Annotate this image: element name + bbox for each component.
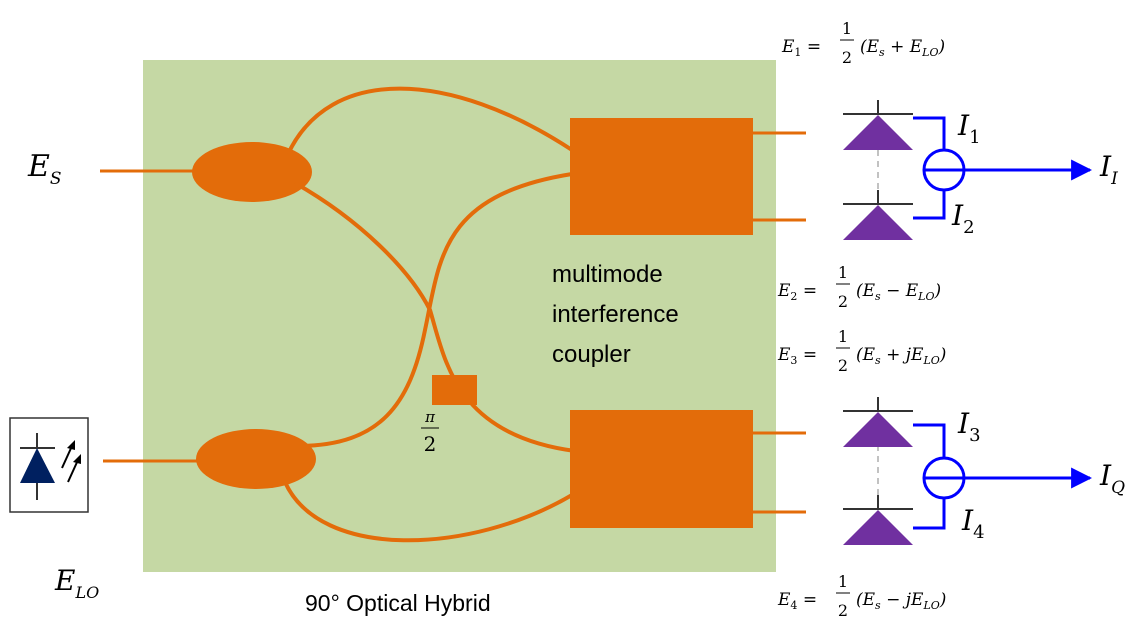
output-label-iq: IQ [1099, 459, 1125, 498]
current-label-i1: I1 [957, 109, 981, 148]
hybrid-title: 90° Optical Hybrid [305, 590, 491, 616]
balanced-detector-q [913, 423, 1093, 530]
signal-splitter [192, 142, 312, 202]
laser-diode-icon [20, 433, 81, 500]
svg-text:1: 1 [842, 19, 852, 38]
waveguide-s-top [286, 86, 574, 155]
svg-text:interference: interference [552, 301, 679, 328]
current-label-i2: I2 [951, 199, 975, 238]
output-waveguides [753, 131, 806, 514]
svg-text:2: 2 [838, 356, 848, 375]
local-oscillator-laser [9, 417, 89, 513]
waveguide-lo-bottom [283, 481, 574, 543]
svg-text:(Es − ELO): (Es − ELO) [856, 281, 941, 303]
svg-text:E1 =: E1 = [781, 37, 821, 59]
svg-text:2: 2 [842, 48, 852, 67]
field-equation-e2: E2 = 1 2 (Es − ELO) [777, 263, 941, 311]
photodiode-3 [843, 397, 913, 447]
svg-text:E3 =: E3 = [777, 345, 817, 367]
svg-text:1: 1 [838, 572, 848, 591]
photodiode-4 [843, 495, 913, 545]
lo-splitter [196, 429, 316, 489]
svg-text:1: 1 [838, 263, 848, 282]
coupler-label: multimode interference coupler [552, 261, 679, 368]
svg-text:(Es + jELO): (Es + jELO) [856, 345, 946, 367]
field-equation-e4: E4 = 1 2 (Es − jELO) [777, 572, 946, 620]
svg-text:E4 =: E4 = [777, 590, 817, 612]
svg-text:(Es − jELO): (Es − jELO) [856, 590, 946, 612]
mmi-coupler-top [570, 118, 753, 235]
current-label-i4: I4 [961, 504, 985, 543]
current-label-i3: I3 [957, 407, 981, 446]
signal-input-label: ES [27, 149, 62, 189]
svg-text:multimode: multimode [552, 261, 663, 288]
field-equation-e1: E1 = 1 2 (Es + ELO) [781, 19, 945, 67]
output-label-ii: II [1099, 150, 1118, 189]
mmi-coupler-bottom [570, 410, 753, 528]
phase-shift-label: π 2 [421, 408, 439, 456]
svg-text:2: 2 [838, 292, 848, 311]
svg-text:π: π [424, 408, 436, 426]
photodiode-1 [843, 100, 913, 150]
svg-text:E2 =: E2 = [777, 281, 817, 303]
svg-text:coupler: coupler [552, 341, 631, 368]
field-equation-e3: E3 = 1 2 (Es + jELO) [777, 327, 946, 375]
svg-text:2: 2 [838, 601, 848, 620]
photodiode-2 [843, 190, 913, 240]
laser-box [9, 417, 89, 513]
waveguide-network [283, 86, 576, 543]
waveguide-lo-cross [299, 172, 573, 448]
phase-shifter [432, 375, 477, 405]
svg-text:(Es + ELO): (Es + ELO) [860, 37, 945, 59]
svg-text:1: 1 [838, 327, 848, 346]
lo-input-label: ELO [54, 564, 99, 602]
svg-text:2: 2 [424, 432, 437, 456]
balanced-detector-i [913, 116, 1093, 220]
